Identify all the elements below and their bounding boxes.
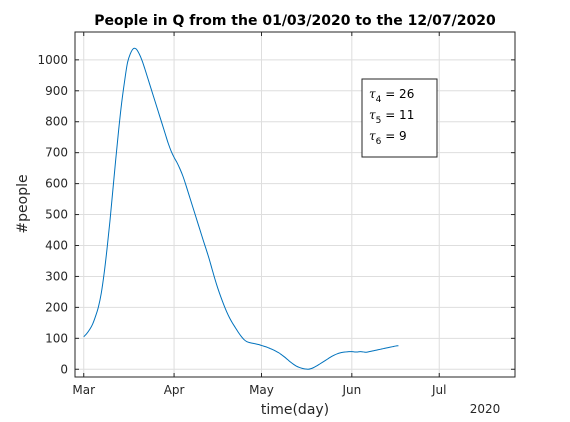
- legend-symbol: τ: [369, 108, 376, 122]
- y-tick-label: 100: [45, 331, 68, 345]
- chart-title: People in Q from the 01/03/2020 to the 1…: [94, 13, 496, 29]
- x-axis-label: time(day): [261, 402, 329, 418]
- legend-subscript: 5: [376, 116, 382, 126]
- x-tick-label: Jun: [341, 383, 361, 397]
- x-tick-label: Jul: [431, 383, 446, 397]
- legend-subscript: 6: [376, 137, 382, 147]
- y-tick-label: 1000: [37, 53, 68, 67]
- y-tick-label: 300: [45, 269, 68, 283]
- legend-entry: τ5 = 11: [369, 108, 414, 126]
- x-tick-label: Apr: [164, 383, 185, 397]
- legend-symbol: τ: [369, 129, 376, 143]
- legend-subscript: 4: [376, 95, 382, 105]
- series-line: [83, 47, 399, 370]
- axes-box: [74, 31, 516, 378]
- x-tick-label: May: [249, 383, 274, 397]
- legend-box: [361, 78, 438, 158]
- legend-value: = 11: [381, 108, 414, 122]
- y-tick-label: 0: [60, 362, 68, 376]
- y-tick-label: 800: [45, 115, 68, 129]
- x-year-label: 2020: [470, 402, 501, 416]
- legend-symbol: τ: [369, 87, 376, 101]
- y-tick-label: 600: [45, 177, 68, 191]
- y-tick-label: 200: [45, 300, 68, 314]
- grid: [75, 32, 515, 377]
- legend-entry: τ4 = 26: [369, 87, 414, 105]
- y-tick-label: 400: [45, 238, 68, 252]
- legend-entry: τ6 = 9: [369, 129, 407, 147]
- axes: 0 100 200 300 400 500 600 700 800 900 1000 Mar Apr Ma…: [37, 31, 516, 397]
- y-tick-label: 500: [45, 208, 68, 222]
- legend-value: = 26: [381, 87, 414, 101]
- y-tick-label: 700: [45, 146, 68, 160]
- series-layer: [83, 47, 399, 370]
- legend-value: = 9: [381, 129, 406, 143]
- y-axis-label: #people: [15, 174, 31, 233]
- y-tick-label: 900: [45, 84, 68, 98]
- plot-area: [75, 32, 515, 377]
- x-tick-label: Mar: [72, 383, 95, 397]
